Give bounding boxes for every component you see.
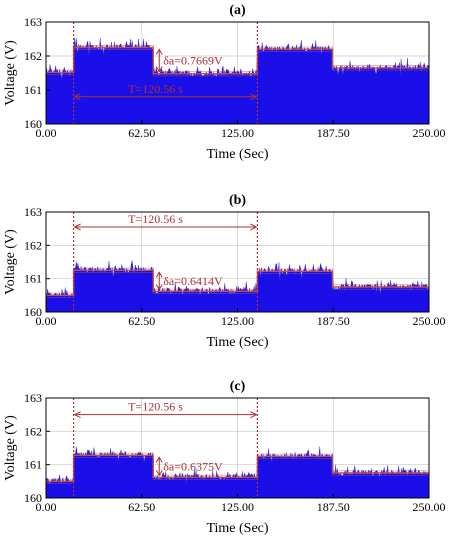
chart-panel: T=120.56 s δa=0.6375V 0.00 62.50 125.00 187.5… [3, 379, 446, 536]
delta-arrowhead-bottom [155, 284, 163, 291]
chart-panel: T=120.56 s δa=0.6414V 0.00 62.50 125.00 187.5… [3, 193, 446, 350]
x-tick-label: 125.00 [221, 126, 254, 140]
period-arrowhead-right [250, 411, 258, 419]
delta-arrowhead-top [155, 48, 163, 55]
delta-arrowhead-top [155, 456, 163, 463]
x-tick-label: 250.00 [413, 314, 446, 328]
period-arrowhead-right [250, 223, 258, 231]
y-axis-label: Voltage (V) [3, 415, 18, 481]
step-level-band [152, 288, 258, 294]
delta-label: δa=0.6375V [163, 459, 223, 473]
y-tick-label: 163 [24, 205, 42, 219]
x-tick-label: 0.00 [36, 126, 57, 140]
y-tick-label: 161 [24, 83, 42, 97]
delta-label: δa=0.6414V [163, 274, 223, 288]
y-tick-label: 160 [24, 491, 42, 505]
step-level-band [73, 267, 154, 273]
step-level-line [46, 454, 429, 483]
x-tick-label: 62.50 [128, 500, 155, 514]
y-tick-label: 160 [24, 305, 42, 319]
step-level-line [46, 269, 429, 297]
x-tick-label: 125.00 [221, 500, 254, 514]
x-axis-label: Time (Sec) [206, 147, 268, 162]
period-arrowhead-left [73, 411, 81, 419]
delta-arrowhead-bottom [155, 470, 163, 477]
step-level-band [152, 71, 258, 77]
y-tick-label: 163 [24, 391, 42, 405]
x-tick-label: 187.50 [317, 126, 350, 140]
x-tick-label: 187.50 [317, 314, 350, 328]
y-tick-label: 162 [24, 238, 42, 252]
y-tick-label: 161 [24, 272, 42, 286]
y-tick-label: 162 [24, 49, 42, 63]
x-tick-label: 62.50 [128, 314, 155, 328]
x-axis-label: Time (Sec) [206, 521, 268, 536]
x-axis-label: Time (Sec) [206, 335, 268, 350]
delta-label: δa=0.7669V [163, 54, 223, 68]
period-label: T=120.56 s [128, 212, 183, 226]
x-tick-label: 0.00 [36, 500, 57, 514]
step-level-band [257, 453, 333, 459]
period-arrowhead-right [250, 93, 258, 101]
x-tick-label: 250.00 [413, 126, 446, 140]
y-tick-label: 161 [24, 458, 42, 472]
panel-title: (b) [229, 193, 246, 208]
step-level-band [152, 474, 258, 480]
panel-title: (c) [230, 379, 246, 394]
x-tick-label: 125.00 [221, 314, 254, 328]
panel-title: (a) [229, 3, 246, 18]
x-tick-label: 62.50 [128, 126, 155, 140]
y-axis-label: Voltage (V) [3, 229, 18, 295]
step-level-band [257, 46, 333, 52]
period-arrowhead-left [73, 93, 81, 101]
y-tick-label: 160 [24, 117, 42, 131]
x-tick-label: 187.50 [317, 500, 350, 514]
delta-arrowhead-top [155, 271, 163, 278]
chart-panel: T=120.56 s δa=0.7669V 0.00 62.50 125.00 187.5… [3, 3, 446, 162]
step-level-band [257, 268, 333, 274]
period-arrowhead-left [73, 223, 81, 231]
y-tick-label: 162 [24, 424, 42, 438]
period-label: T=120.56 s [128, 400, 183, 414]
y-axis-label: Voltage (V) [3, 40, 18, 106]
delta-arrowhead-bottom [155, 66, 163, 73]
y-tick-label: 163 [24, 15, 42, 29]
x-tick-label: 250.00 [413, 500, 446, 514]
period-label: T=120.56 s [128, 82, 183, 96]
x-tick-label: 0.00 [36, 314, 57, 328]
